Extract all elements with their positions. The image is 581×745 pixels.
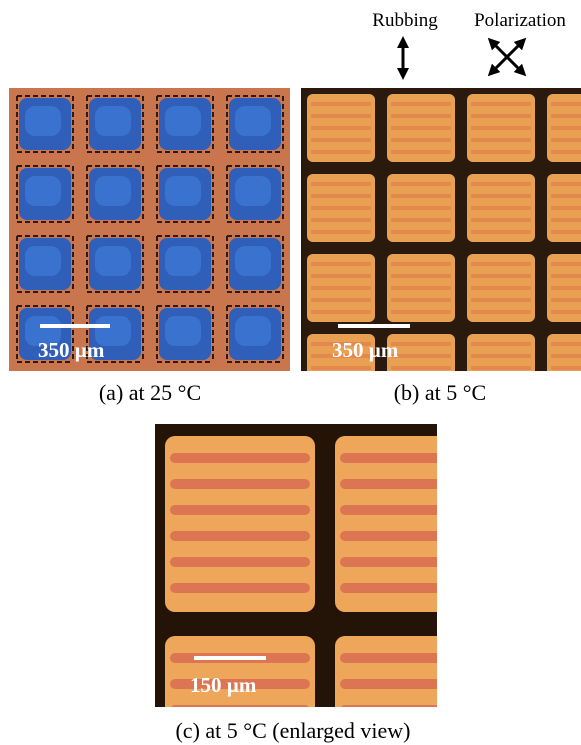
caption: (b) at 5 °C	[394, 380, 487, 405]
micrograph-b	[301, 88, 581, 371]
caption: (a) at 25 °C	[99, 380, 201, 405]
scale-bar-label: 150 µm	[190, 673, 257, 697]
scale-bar-label: 350 µm	[38, 338, 105, 362]
micrograph-a	[9, 88, 290, 371]
rubbing-label: Rubbing	[372, 10, 438, 31]
micrograph-c	[155, 424, 437, 707]
polarization-arrow	[487, 37, 527, 77]
polarization-label: Polarization	[474, 10, 566, 31]
scale-bar-label: 350 µm	[332, 338, 399, 362]
caption: (c) at 5 °C (enlarged view)	[175, 718, 410, 743]
